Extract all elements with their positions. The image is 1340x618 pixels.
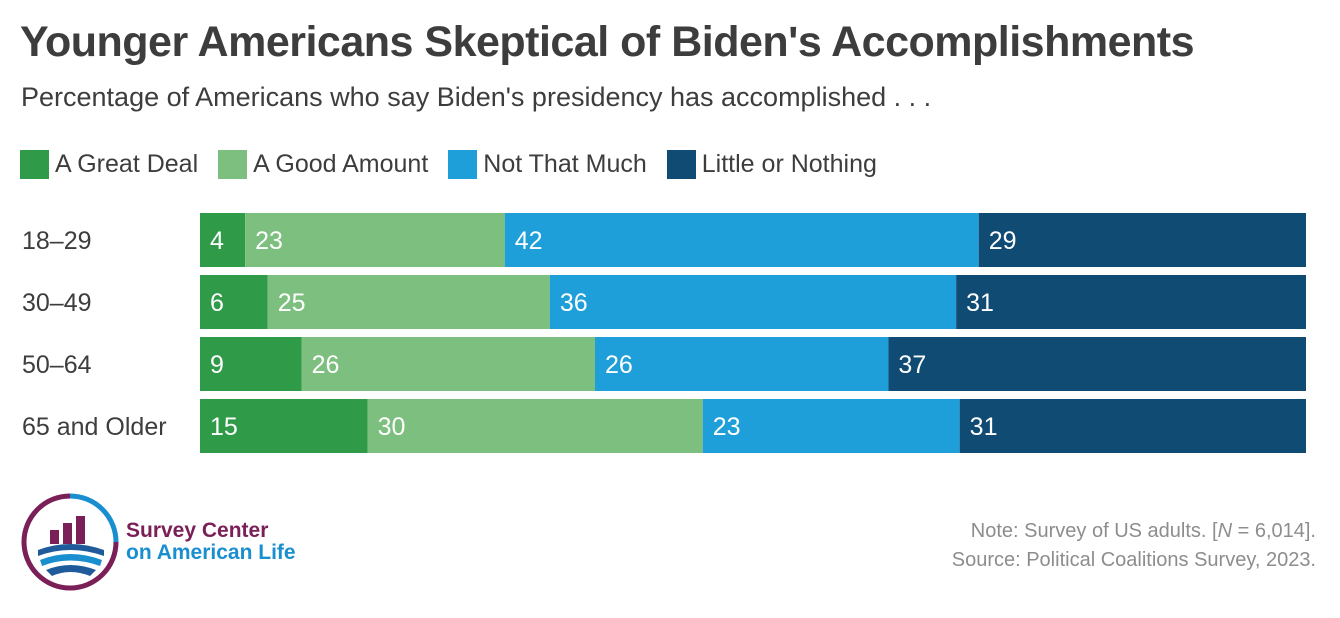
legend-item-not-that-much: Not That Much <box>448 150 647 179</box>
legend-label-not-that-much: Not That Much <box>483 150 647 178</box>
value-label-18-29-not-that-much: 42 <box>515 227 543 255</box>
logo-line-2: on American Life <box>126 541 296 564</box>
value-label-30-49-little-or-nothing: 31 <box>966 289 994 317</box>
chart-subtitle: Percentage of Americans who say Biden's … <box>21 82 932 112</box>
value-label-50-64-little-or-nothing: 37 <box>898 351 926 379</box>
legend-label-great-deal: A Great Deal <box>55 150 199 178</box>
bar-50-64-not-that-much <box>595 337 889 391</box>
value-label-65-and-older-a-great-deal: 15 <box>210 413 238 441</box>
note-n-symbol: N <box>1217 520 1233 542</box>
row-label-65-and-older: 65 and Older <box>22 413 167 441</box>
chart-legend: A Great Deal A Good Amount Not That Much… <box>20 150 897 179</box>
legend-swatch-great-deal <box>20 150 49 179</box>
note-prefix: Note: Survey of US adults. [ <box>970 520 1218 542</box>
value-label-65-and-older-little-or-nothing: 31 <box>970 413 998 441</box>
row-label-18-29: 18–29 <box>22 227 92 255</box>
value-label-18-29-little-or-nothing: 29 <box>989 227 1017 255</box>
bar-50-64-a-great-deal <box>200 337 302 391</box>
bar-30-49-a-great-deal <box>200 275 268 329</box>
legend-item-good-amount: A Good Amount <box>218 150 428 179</box>
footnote: Note: Survey of US adults. [N = 6,014]. … <box>952 517 1316 575</box>
value-label-18-29-a-great-deal: 4 <box>210 227 224 255</box>
bar-18-29-not-that-much <box>504 213 979 267</box>
bar-65-and-older-not-that-much <box>702 399 960 453</box>
value-label-30-49-a-great-deal: 6 <box>210 289 224 317</box>
row-label-30-49: 30–49 <box>22 289 92 317</box>
logo-line-1: Survey Center <box>126 519 269 542</box>
bar-30-49-little-or-nothing <box>956 275 1306 329</box>
value-label-50-64-a-good-amount: 26 <box>312 351 340 379</box>
value-label-30-49-not-that-much: 36 <box>560 289 588 317</box>
value-label-50-64-a-great-deal: 9 <box>210 351 224 379</box>
legend-item-little-or-nothing: Little or Nothing <box>666 150 877 179</box>
value-label-50-64-not-that-much: 26 <box>605 351 633 379</box>
chart-title: Younger Americans Skeptical of Biden's A… <box>20 18 1195 66</box>
row-label-50-64: 50–64 <box>22 351 92 379</box>
value-label-30-49-a-good-amount: 25 <box>278 289 306 317</box>
stacked-bar-chart: 18–29 4 23 42 29 30–49 6 25 36 31 50–64 9 26 26 37 65 a… <box>22 213 1306 453</box>
bar-65-and-older-a-great-deal <box>200 399 368 453</box>
bar-65-and-older-little-or-nothing <box>959 399 1306 453</box>
legend-label-little-or-nothing: Little or Nothing <box>701 150 877 178</box>
source-line: Source: Political Coalitions Survey, 202… <box>951 549 1316 571</box>
bar-30-49-a-good-amount <box>267 275 550 329</box>
legend-swatch-little-or-nothing <box>666 150 696 179</box>
note-suffix: = 6,014]. <box>1232 520 1316 542</box>
legend-item-great-deal: A Great Deal <box>20 150 198 179</box>
note-line: Note: Survey of US adults. [N = 6,014]. <box>952 517 1316 546</box>
bar-50-64-little-or-nothing <box>888 337 1306 391</box>
bar-18-29-a-great-deal <box>200 213 246 267</box>
value-label-65-and-older-not-that-much: 23 <box>713 413 741 441</box>
legend-swatch-not-that-much <box>448 150 478 179</box>
logo-wordmark: Survey Center on American Life <box>126 520 296 564</box>
value-label-18-29-a-good-amount: 23 <box>255 227 283 255</box>
survey-center-logo-icon <box>21 493 119 591</box>
value-label-65-and-older-a-good-amount: 30 <box>378 413 406 441</box>
bar-18-29-little-or-nothing <box>978 213 1306 267</box>
legend-swatch-good-amount <box>218 150 248 179</box>
bar-18-29-a-good-amount <box>245 213 505 267</box>
bar-50-64-a-good-amount <box>301 337 595 391</box>
legend-label-good-amount: A Good Amount <box>253 150 429 178</box>
bar-65-and-older-a-good-amount <box>367 399 703 453</box>
bar-30-49-not-that-much <box>549 275 957 329</box>
